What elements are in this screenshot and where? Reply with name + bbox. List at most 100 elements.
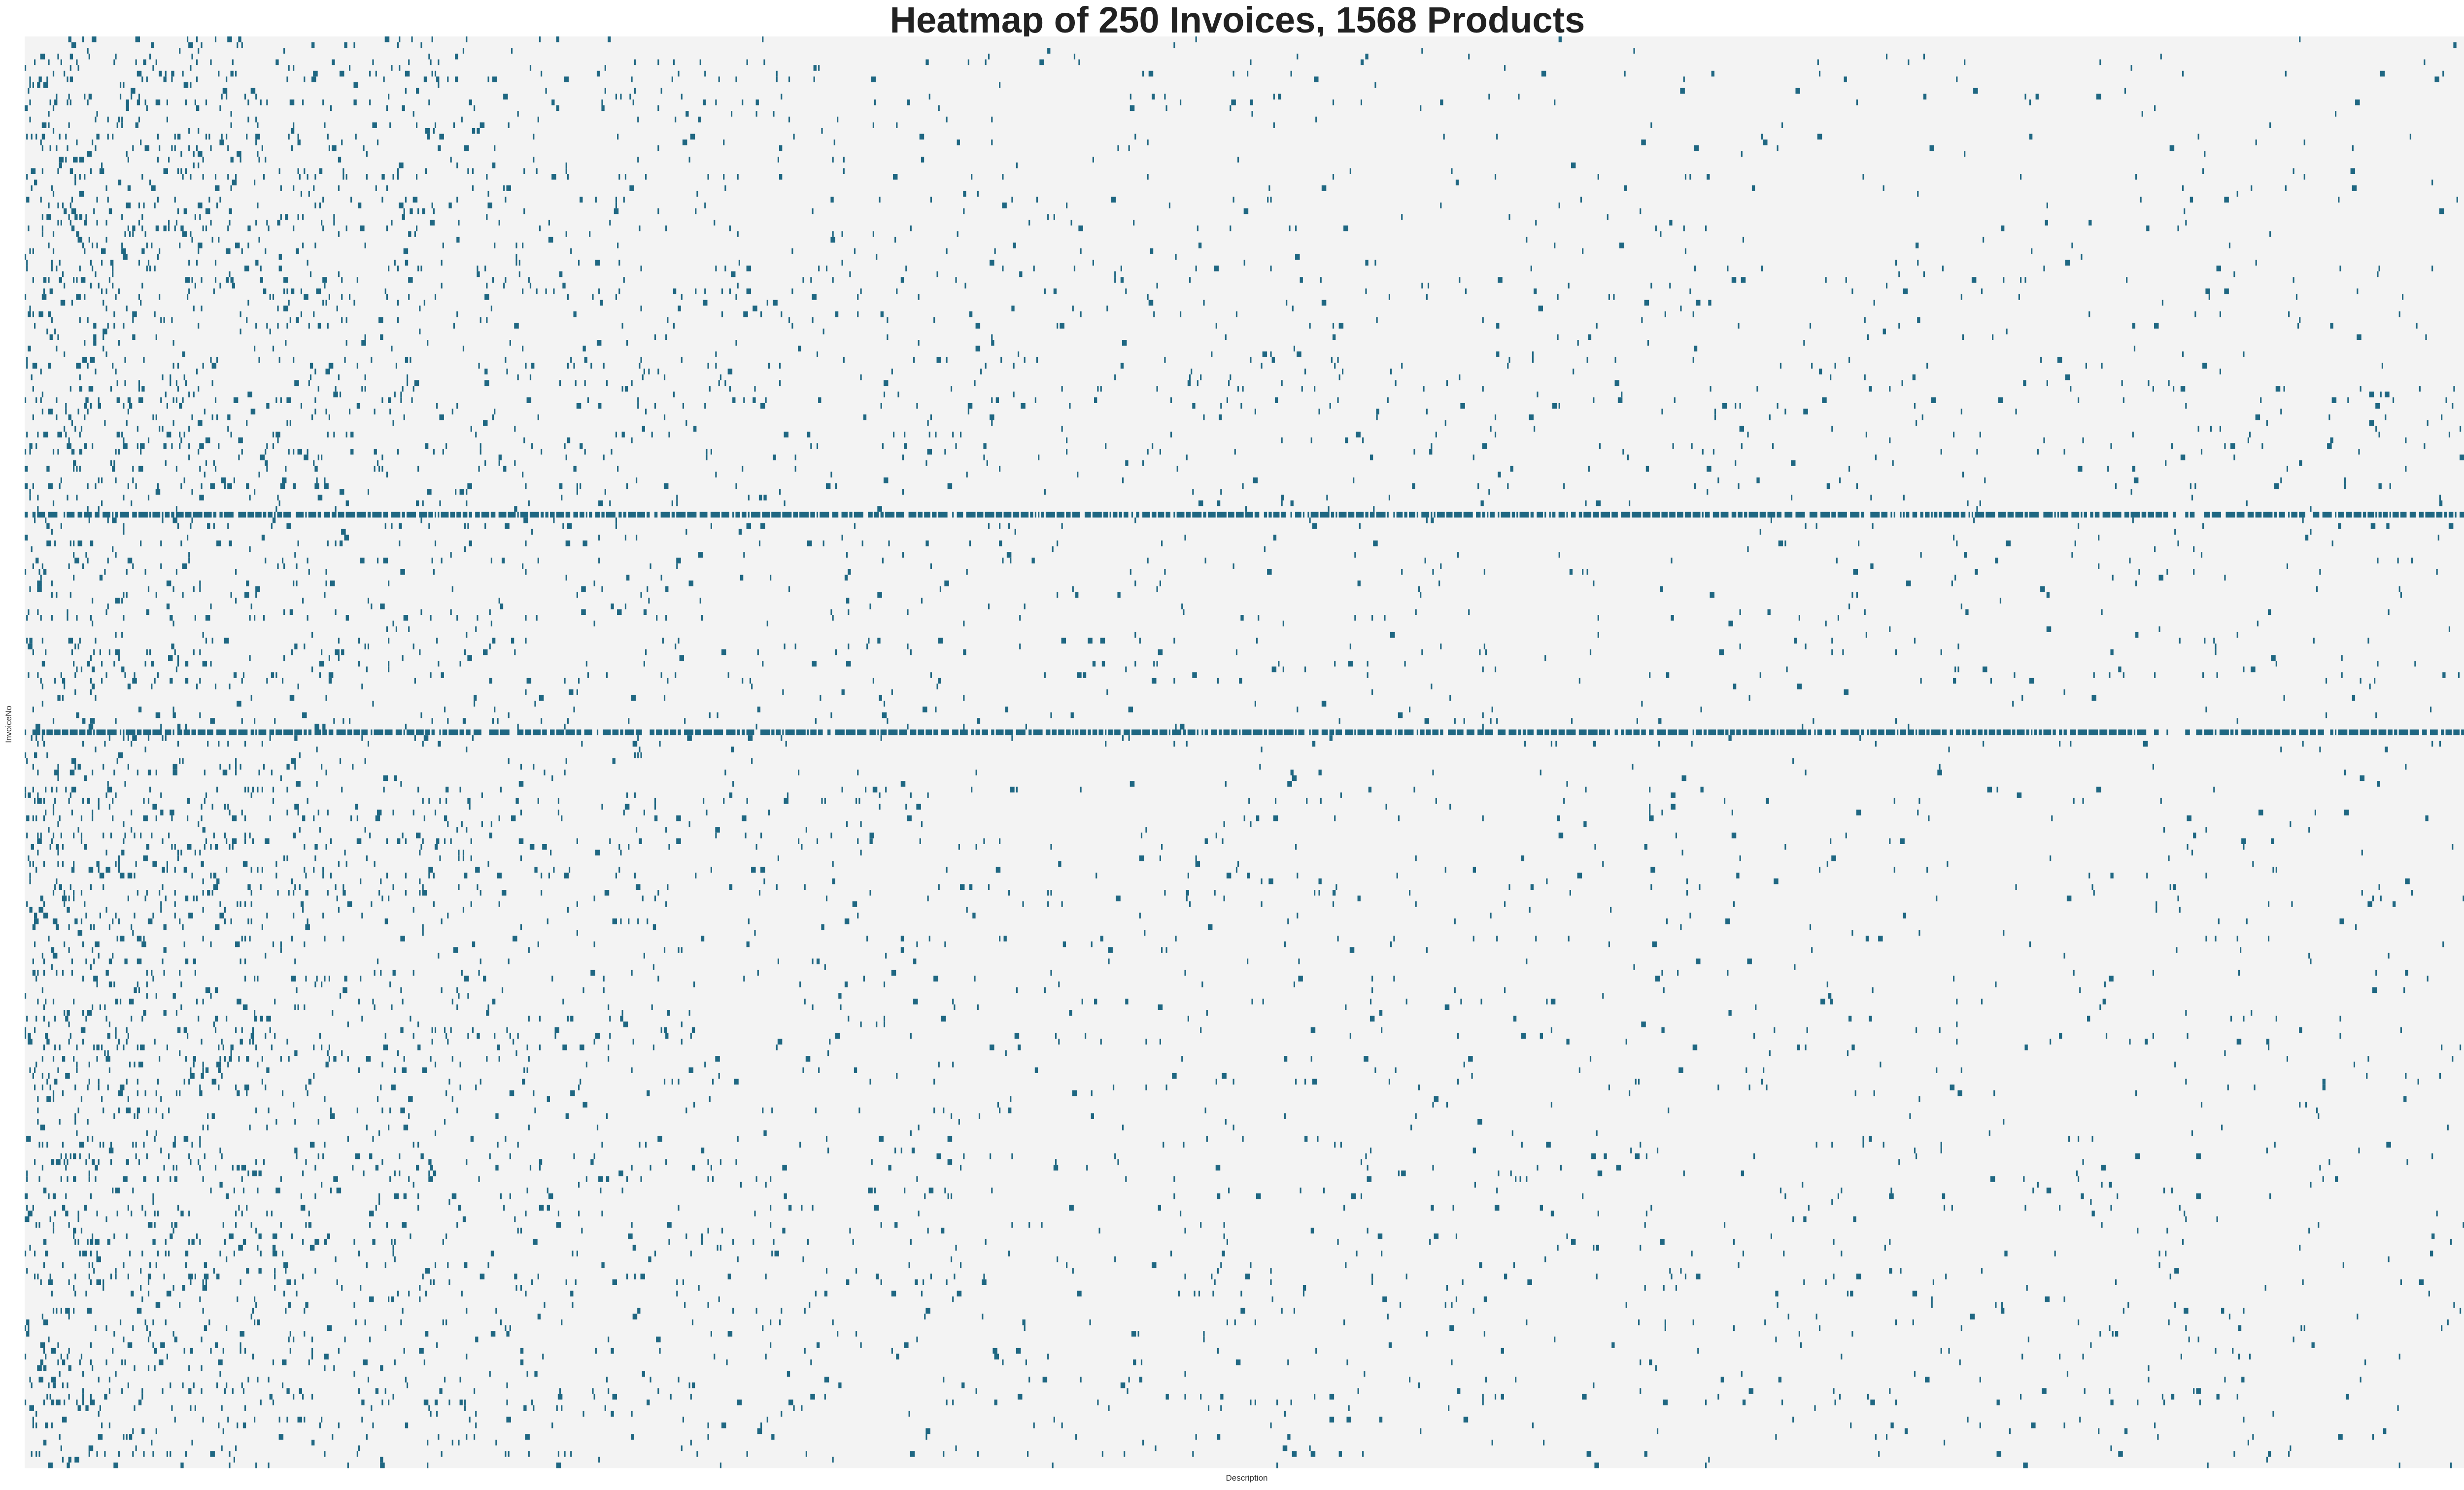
- heatmap-cell: [26, 260, 28, 266]
- heatmap-cell: [1250, 59, 1252, 66]
- heatmap-cell: [447, 1039, 449, 1045]
- heatmap-cell: [506, 369, 508, 374]
- heatmap-cell: [2288, 311, 2290, 317]
- heatmap-cell: [1011, 735, 1013, 741]
- heatmap-cell: [612, 729, 619, 736]
- heatmap-cell: [892, 173, 898, 180]
- heatmap-cell: [751, 758, 753, 764]
- heatmap-cell: [244, 958, 246, 965]
- heatmap-cell: [183, 82, 189, 88]
- heatmap-cell: [194, 970, 196, 976]
- heatmap-cell: [241, 448, 243, 455]
- heatmap-cell: [216, 414, 218, 420]
- heatmap-cell: [1243, 208, 1249, 214]
- heatmap-cell: [667, 317, 669, 323]
- heatmap-cell: [321, 981, 323, 987]
- heatmap-cell: [235, 242, 240, 249]
- heatmap-cell: [1680, 305, 1682, 311]
- heatmap-cell: [2235, 729, 2238, 736]
- heatmap-cell: [342, 987, 347, 993]
- heatmap-cell: [927, 420, 929, 426]
- heatmap-cell: [297, 214, 299, 220]
- heatmap-cell: [1580, 197, 1582, 203]
- heatmap-cell: [1254, 701, 1256, 707]
- heatmap-cell: [188, 454, 190, 461]
- heatmap-cell: [513, 1039, 514, 1045]
- heatmap-cell: [985, 363, 987, 369]
- heatmap-cell: [534, 867, 538, 873]
- heatmap-cell: [146, 649, 148, 655]
- heatmap-cell: [908, 511, 917, 518]
- heatmap-cell: [2283, 695, 2285, 701]
- heatmap-cell: [880, 311, 884, 317]
- heatmap-cell: [84, 775, 87, 781]
- heatmap-cell: [62, 895, 67, 902]
- heatmap-cells: [25, 36, 2464, 1468]
- heatmap-cell: [131, 500, 133, 507]
- heatmap-cell: [121, 214, 123, 220]
- heatmap-cell: [1242, 483, 1244, 489]
- heatmap-cell: [1175, 935, 1177, 942]
- heatmap-cell: [704, 70, 706, 77]
- heatmap-cell: [54, 328, 56, 335]
- heatmap-cell: [229, 208, 232, 214]
- heatmap-cell: [925, 59, 929, 66]
- heatmap-cell: [255, 323, 257, 329]
- heatmap-cell: [216, 878, 220, 884]
- heatmap-cell: [1869, 1016, 1872, 1022]
- heatmap-cell: [2143, 741, 2148, 747]
- heatmap-cell: [41, 391, 43, 398]
- heatmap-cell: [1881, 511, 1888, 518]
- heatmap-cell: [891, 970, 896, 976]
- heatmap-cell: [179, 432, 181, 438]
- heatmap-cell: [25, 792, 27, 798]
- heatmap-cell: [371, 357, 373, 363]
- heatmap-cell: [105, 609, 107, 615]
- heatmap-cell: [216, 540, 221, 546]
- heatmap-cell: [110, 260, 114, 266]
- heatmap-cell: [419, 878, 421, 884]
- heatmap-cell: [363, 145, 365, 151]
- heatmap-cell: [1100, 1039, 1102, 1045]
- heatmap-cell: [678, 947, 680, 953]
- heatmap-cell: [2439, 741, 2441, 747]
- heatmap-cell: [609, 1016, 611, 1022]
- heatmap-cell: [1117, 145, 1119, 151]
- heatmap-cell: [505, 277, 507, 283]
- heatmap-cell: [1488, 489, 1490, 495]
- heatmap-cell: [207, 523, 210, 529]
- heatmap-cell: [1329, 403, 1331, 409]
- heatmap-cell: [913, 998, 918, 1005]
- heatmap-cell: [175, 397, 177, 403]
- heatmap-cell: [166, 867, 169, 873]
- heatmap-cell: [48, 59, 50, 66]
- heatmap-cell: [1976, 448, 1978, 455]
- heatmap-cell: [1956, 76, 1958, 82]
- heatmap-cell: [1335, 729, 1342, 736]
- heatmap-cell: [2236, 1039, 2242, 1045]
- heatmap-cell: [779, 173, 783, 180]
- heatmap-cell: [1583, 821, 1587, 827]
- heatmap-cell: [2063, 729, 2067, 736]
- heatmap-cell: [250, 792, 252, 798]
- heatmap-cell: [205, 208, 210, 214]
- heatmap-cell: [374, 1004, 376, 1011]
- heatmap-cell: [1374, 82, 1376, 88]
- heatmap-cell: [1156, 282, 1158, 289]
- heatmap-cell: [403, 208, 405, 214]
- heatmap-cell: [2380, 391, 2382, 398]
- heatmap-cell: [2448, 523, 2454, 529]
- heatmap-cell: [123, 735, 125, 741]
- heatmap-cell: [2416, 323, 2418, 329]
- heatmap-cell: [793, 511, 798, 518]
- heatmap-cell: [1643, 511, 1651, 518]
- heatmap-cell: [99, 913, 101, 919]
- heatmap-cell: [2341, 655, 2343, 661]
- heatmap-cell: [1393, 935, 1395, 942]
- heatmap-cell: [556, 511, 564, 518]
- heatmap-cell: [1290, 500, 1294, 507]
- heatmap-cell: [2193, 546, 2195, 552]
- heatmap-cell: [872, 122, 874, 128]
- heatmap-cell: [132, 311, 137, 317]
- heatmap-cell: [165, 70, 167, 77]
